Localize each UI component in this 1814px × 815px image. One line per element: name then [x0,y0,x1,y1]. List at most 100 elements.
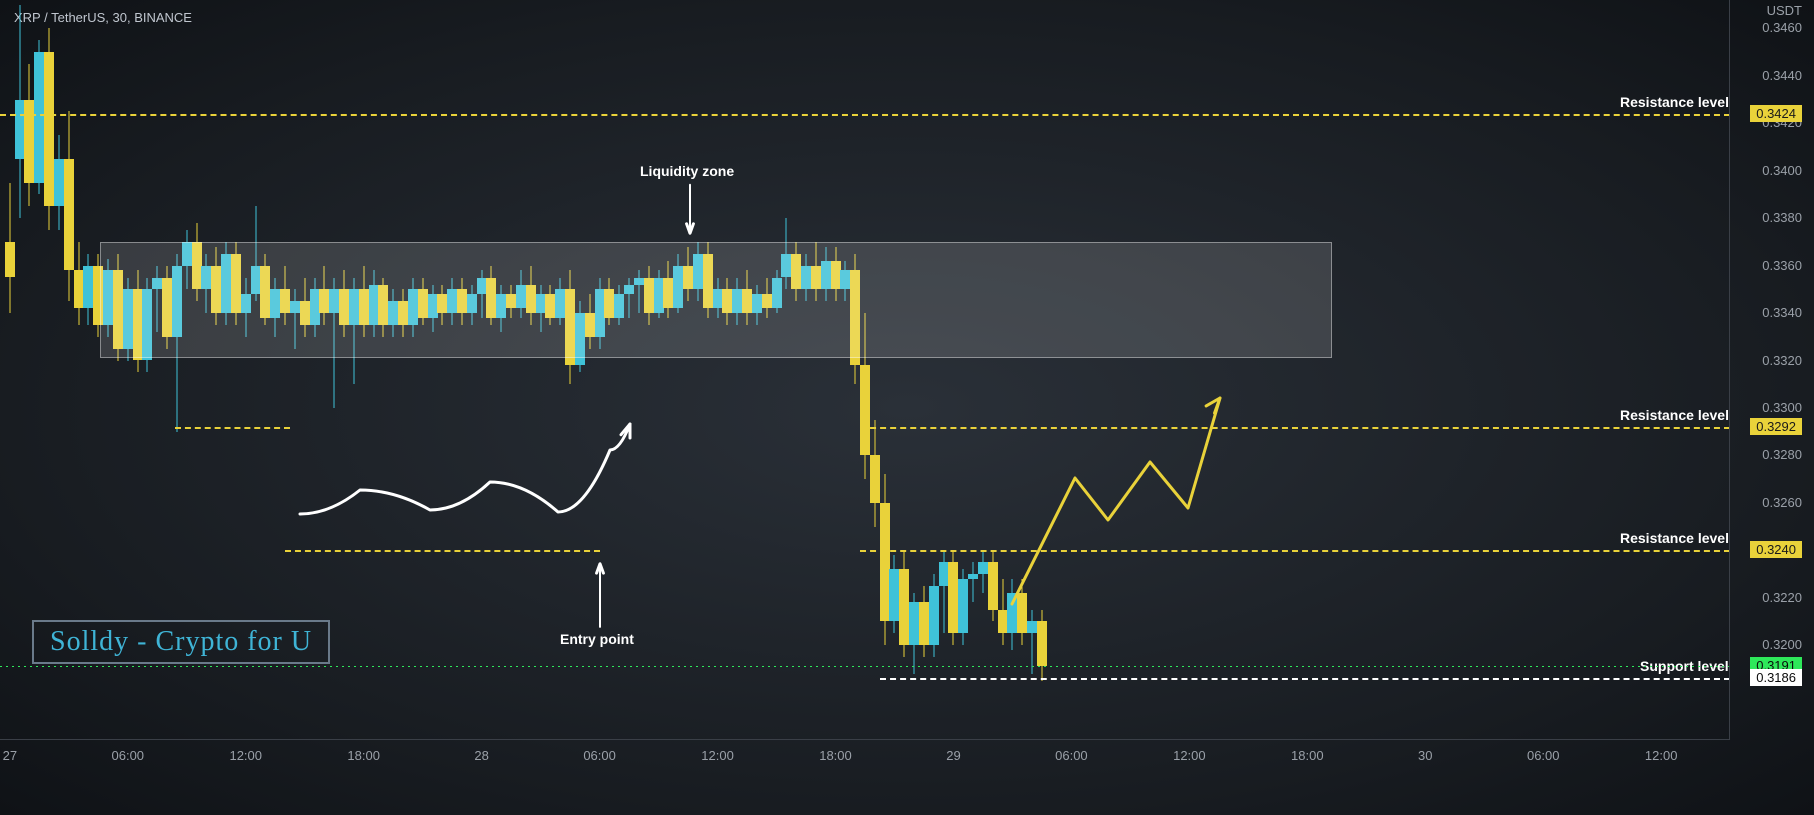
candle [860,0,870,740]
level-line [0,114,1730,116]
x-tick: 30 [1418,748,1432,763]
price-tag: 0.3424 [1750,105,1802,122]
candle [536,0,546,740]
entry-point-label: Entry point [560,631,634,647]
candle [349,0,359,740]
candle [811,0,821,740]
level-line [285,550,600,552]
candle [870,0,880,740]
y-unit: USDT [1767,3,1802,18]
candle [850,0,860,740]
candle [506,0,516,740]
candle [369,0,379,740]
candle [732,0,742,740]
candle [388,0,398,740]
candle [595,0,605,740]
candle [428,0,438,740]
level-line [880,678,1730,680]
y-tick: 0.3340 [1762,305,1802,320]
candle [939,0,949,740]
x-tick: 27 [3,748,17,763]
y-tick: 0.3460 [1762,20,1802,35]
level-label: Resistance level [1620,94,1729,110]
candle [624,0,634,740]
candle [486,0,496,740]
candle [575,0,585,740]
candle [693,0,703,740]
x-tick: 06:00 [1527,748,1560,763]
x-tick: 06:00 [1055,748,1088,763]
candle [722,0,732,740]
candle [604,0,614,740]
candle [791,0,801,740]
x-tick: 06:00 [112,748,145,763]
x-tick: 18:00 [819,748,852,763]
candle [398,0,408,740]
candle [378,0,388,740]
candle [467,0,477,740]
x-tick: 12:00 [229,748,262,763]
y-tick: 0.3360 [1762,258,1802,273]
candle [1037,0,1047,740]
candle [889,0,899,740]
candle [359,0,369,740]
y-tick: 0.3200 [1762,637,1802,652]
level-line [860,550,1730,552]
candle [614,0,624,740]
candle [772,0,782,740]
candle [880,0,890,740]
candle [1007,0,1017,740]
candle [781,0,791,740]
watermark: Solldy - Crypto for U [32,620,330,664]
level-label: Support level [1640,658,1729,674]
x-axis: 2706:0012:0018:002806:0012:0018:002906:0… [0,739,1730,815]
y-tick: 0.3400 [1762,163,1802,178]
candle [948,0,958,740]
candle [339,0,349,740]
candle [683,0,693,740]
x-tick: 12:00 [1645,748,1678,763]
candle [418,0,428,740]
candle [663,0,673,740]
candle [988,0,998,740]
x-tick: 12:00 [701,748,734,763]
x-tick: 12:00 [1173,748,1206,763]
candle [496,0,506,740]
y-tick: 0.3220 [1762,590,1802,605]
candle [477,0,487,740]
candle [329,0,339,740]
x-tick: 06:00 [583,748,616,763]
candle [978,0,988,740]
candle [998,0,1008,740]
candle [437,0,447,740]
candle [654,0,664,740]
chart-area[interactable]: XRP / TetherUS, 30, BINANCE Resistance l… [0,0,1730,740]
candle [968,0,978,740]
candle [821,0,831,740]
candle [752,0,762,740]
candle [801,0,811,740]
candle [1027,0,1037,740]
candle [5,0,15,740]
candle [516,0,526,740]
candle [555,0,565,740]
price-tag: 0.3240 [1750,541,1802,558]
y-tick: 0.3300 [1762,400,1802,415]
candle [919,0,929,740]
candle [526,0,536,740]
candle [713,0,723,740]
candle [840,0,850,740]
level-label: Resistance level [1620,530,1729,546]
liquidity-zone [100,242,1332,358]
x-tick: 18:00 [347,748,380,763]
candle [703,0,713,740]
y-axis: USDT 0.3200 0.3220 0.3240 0.3260 0.3280 0.330… [1729,0,1814,740]
candle [673,0,683,740]
y-tick: 0.3260 [1762,495,1802,510]
candle [447,0,457,740]
x-tick: 28 [474,748,488,763]
candle [545,0,555,740]
y-tick: 0.3280 [1762,447,1802,462]
y-tick: 0.3440 [1762,68,1802,83]
candle [457,0,467,740]
